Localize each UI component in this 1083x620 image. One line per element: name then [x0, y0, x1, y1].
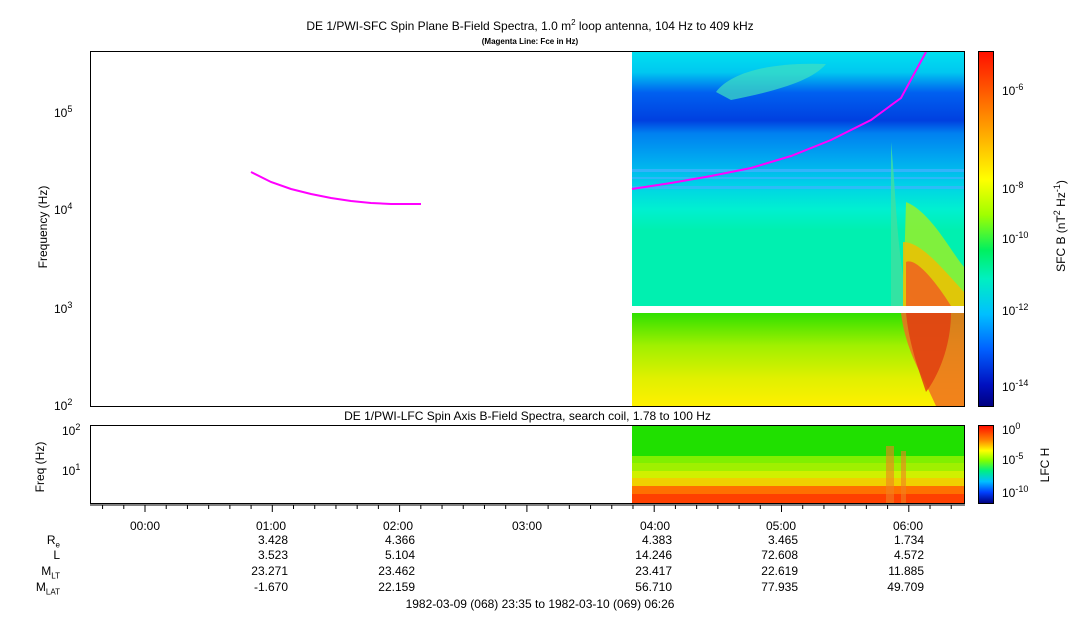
sfc-colorbar-tick: 10-10	[1002, 230, 1029, 246]
lfc-colorbar	[978, 425, 994, 504]
time-label: 02:00	[382, 519, 414, 533]
fce-line	[250, 171, 421, 205]
fce-line	[631, 52, 927, 190]
top-ytick: 105	[54, 104, 73, 120]
ephem-value: 23.462	[378, 564, 415, 578]
ephem-value: 3.428	[257, 533, 288, 547]
sfc-interference-line	[632, 186, 964, 189]
ephem-value: 1.734	[893, 533, 924, 547]
sfc-colorbar-tick: 10-6	[1002, 82, 1024, 98]
sfc-data-gap	[632, 306, 964, 313]
top-ytick: 104	[54, 201, 73, 217]
ephem-value: 5.104	[384, 548, 415, 562]
ephem-value: 49.709	[887, 580, 924, 594]
ephem-value: 22.159	[378, 580, 415, 594]
ephem-value: -1.670	[253, 580, 288, 594]
ephem-value: 3.465	[767, 533, 798, 547]
ephem-value: 4.572	[893, 548, 924, 562]
lfc-spectrogram-panel[interactable]	[90, 425, 965, 504]
lfc-colorbar-tick: 100	[1002, 421, 1021, 437]
ephem-value: 22.619	[761, 564, 798, 578]
plot-subtitle: (Magenta Line: Fce in Hz)	[481, 37, 579, 46]
ephem-value: 3.523	[257, 548, 288, 562]
ephem-label-mlat: MLAT	[35, 580, 60, 597]
sfc-emission	[716, 63, 826, 100]
bottom-ylabel: Freq (Hz)	[33, 441, 47, 493]
ephem-value: 77.935	[761, 580, 798, 594]
time-label: 01:00	[255, 519, 287, 533]
ephem-value: 72.608	[761, 548, 798, 562]
sfc-colorbar-tick: 10-12	[1002, 302, 1029, 318]
sfc-colorbar-label: SFC B (nT2 Hz-1)	[1052, 180, 1068, 272]
ephem-value: 4.366	[384, 533, 415, 547]
time-label: 06:00	[892, 519, 924, 533]
sfc-emission	[891, 142, 921, 306]
time-label: 00:00	[129, 519, 161, 533]
ephem-label-re: Re	[46, 533, 60, 550]
lfc-title: DE 1/PWI-LFC Spin Axis B-Field Spectra, …	[344, 409, 711, 423]
sfc-spectrogram	[250, 52, 964, 406]
ephem-value: 14.246	[635, 548, 672, 562]
ephem-value: 23.417	[635, 564, 672, 578]
lfc-colorbar-tick: 10-5	[1002, 451, 1024, 467]
sfc-spectrogram-panel[interactable]	[90, 51, 965, 407]
top-ytick: 103	[54, 300, 73, 316]
lfc-spectrogram	[632, 426, 964, 503]
sfc-colorbar-tick: 10-14	[1002, 378, 1029, 394]
sfc-emission	[906, 261, 951, 306]
sfc-interference-line	[632, 169, 964, 172]
time-label: 03:00	[511, 519, 543, 533]
time-label: 05:00	[765, 519, 797, 533]
time-range: 1982-03-09 (068) 23:35 to 1982-03-10 (06…	[405, 597, 675, 611]
bottom-ytick: 101	[62, 462, 81, 478]
lfc-colorbar-label: LFC H	[1038, 447, 1052, 483]
time-axis	[90, 504, 965, 512]
ephem-value: 4.383	[641, 533, 672, 547]
top-ylabel: Frequency (Hz)	[36, 185, 50, 269]
ephem-value: 56.710	[635, 580, 672, 594]
ephem-label-mlt: MLT	[41, 564, 60, 581]
plot-title: DE 1/PWI-SFC Spin Plane B-Field Spectra,…	[306, 18, 754, 33]
sfc-interference-line	[632, 177, 964, 179]
bottom-ytick: 102	[62, 422, 81, 438]
top-ytick: 102	[54, 397, 73, 413]
time-label: 04:00	[639, 519, 671, 533]
sfc-colorbar-tick: 10-8	[1002, 180, 1024, 196]
ephem-value: 23.271	[251, 564, 288, 578]
lfc-colorbar-tick: 10-10	[1002, 484, 1029, 500]
sfc-emission	[906, 313, 951, 392]
ephem-value: 11.885	[888, 564, 924, 578]
sfc-colorbar	[978, 51, 994, 407]
ephem-label-l: L	[53, 548, 60, 562]
